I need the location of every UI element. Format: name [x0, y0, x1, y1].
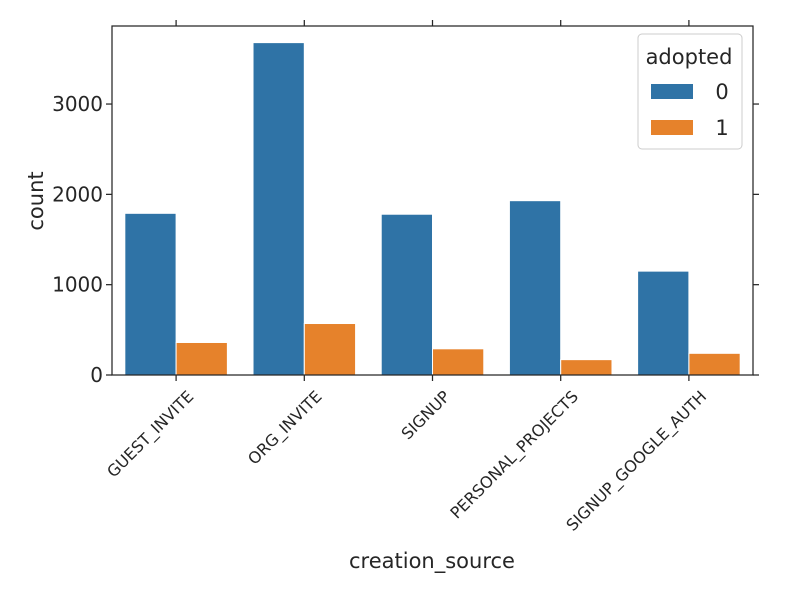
bar-personal-projects-adopted-0	[508, 200, 562, 376]
bars-layer	[124, 42, 741, 376]
legend-swatch-0	[651, 84, 693, 99]
x-tick-label: GUEST_INVITE	[103, 387, 198, 482]
bar-signup-google-auth-adopted-0	[637, 270, 690, 376]
y-tick-label: 1000	[52, 273, 103, 297]
x-tick-label: SIGNUP_GOOGLE_AUTH	[562, 387, 711, 536]
y-tick-label: 2000	[52, 182, 103, 206]
bar-org-invite-adopted-1	[303, 323, 357, 376]
legend-label-0: 0	[715, 80, 728, 104]
y-tick-label: 3000	[52, 92, 103, 116]
bar-guest-invite-adopted-0	[124, 212, 177, 376]
legend-swatch-1	[651, 120, 693, 135]
bar-personal-projects-adopted-1	[560, 359, 613, 376]
x-tick-label: ORG_INVITE	[244, 387, 326, 469]
legend-title: adopted	[646, 45, 733, 69]
y-tick-label: 0	[90, 363, 103, 387]
bar-guest-invite-adopted-1	[175, 341, 228, 376]
legend: adopted 0 1	[637, 33, 743, 150]
bar-signup-adopted-1	[432, 348, 485, 376]
x-tick-label: SIGNUP	[398, 387, 455, 444]
bar-org-invite-adopted-0	[252, 42, 305, 376]
legend-label-1: 1	[715, 116, 728, 140]
y-axis: 0 1000 2000 3000	[52, 92, 759, 387]
y-axis-label: count	[24, 171, 48, 230]
bar-signup-google-auth-adopted-1	[688, 352, 741, 376]
x-tick-label: PERSONAL_PROJECTS	[446, 387, 582, 523]
x-axis-label: creation_source	[349, 549, 515, 574]
bar-signup-adopted-0	[380, 213, 433, 376]
